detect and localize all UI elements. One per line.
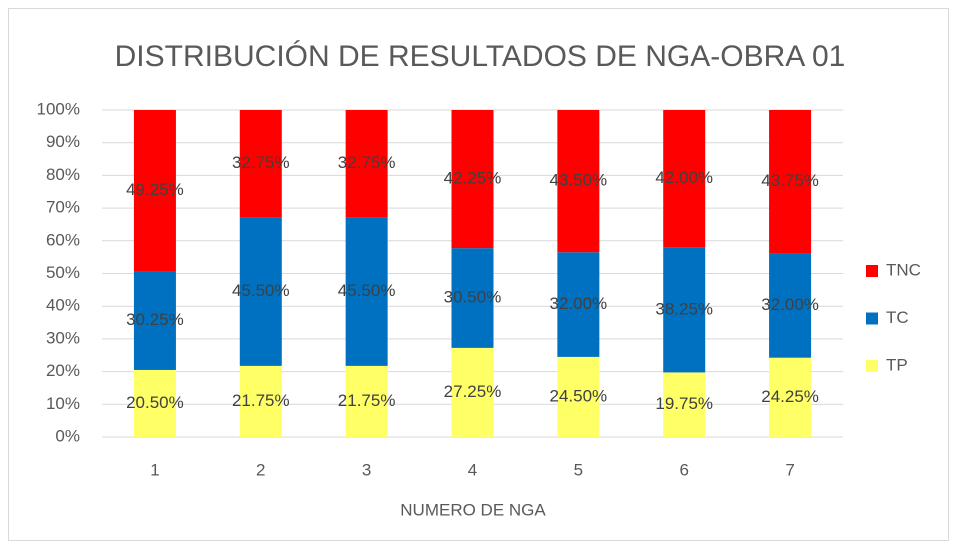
legend-label: TNC — [886, 260, 921, 279]
data-label: 27.25% — [444, 382, 502, 401]
y-tick-label: 80% — [46, 165, 80, 184]
bar-segment — [663, 247, 706, 373]
y-tick-label: 20% — [46, 361, 80, 380]
bar-segment — [557, 110, 600, 253]
data-label: 32.00% — [550, 294, 608, 313]
bar-segment — [345, 365, 388, 437]
y-tick-label: 40% — [46, 296, 80, 315]
data-label: 49.25% — [126, 180, 184, 199]
x-tick-label: 3 — [362, 460, 371, 479]
x-tick-label: 7 — [785, 460, 794, 479]
y-tick-label: 30% — [46, 328, 80, 347]
bar-segment — [133, 110, 176, 272]
data-label: 24.25% — [761, 387, 819, 406]
bar-segment — [345, 217, 388, 366]
data-label: 24.50% — [550, 386, 608, 405]
y-tick-label: 0% — [55, 426, 80, 445]
y-tick-label: 70% — [46, 198, 80, 217]
data-label: 20.50% — [126, 393, 184, 412]
x-axis-title: NUMERO DE NGA — [400, 500, 546, 519]
bar-segment — [345, 110, 388, 218]
y-tick-label: 10% — [46, 394, 80, 413]
bar-segment — [451, 110, 494, 249]
x-tick-label: 2 — [256, 460, 265, 479]
bar-segment — [769, 253, 812, 358]
data-label: 45.50% — [232, 281, 290, 300]
legend-label: TC — [886, 308, 909, 327]
bar-segment — [239, 365, 282, 437]
bar-segment — [663, 110, 706, 248]
legend-label: TP — [886, 355, 908, 374]
y-tick-label: 60% — [46, 230, 80, 249]
x-tick-label: 5 — [574, 460, 583, 479]
data-label: 21.75% — [232, 391, 290, 410]
x-tick-label: 4 — [468, 460, 477, 479]
data-label: 45.50% — [338, 281, 396, 300]
data-label: 19.75% — [655, 394, 713, 413]
data-label: 32.75% — [232, 153, 290, 172]
data-label: 32.75% — [338, 153, 396, 172]
y-tick-label: 90% — [46, 132, 80, 151]
bar-segment — [239, 217, 282, 366]
x-tick-label: 6 — [679, 460, 688, 479]
bar-segment — [557, 252, 600, 357]
data-label: 42.25% — [444, 169, 502, 188]
data-label: 30.50% — [444, 288, 502, 307]
bar-segment — [451, 248, 494, 348]
bar-segment — [133, 369, 176, 437]
data-label: 42.00% — [655, 168, 713, 187]
data-label: 32.00% — [761, 295, 819, 314]
legend-swatch — [866, 312, 878, 325]
bar-segment — [769, 357, 812, 437]
y-tick-label: 100% — [37, 99, 80, 118]
bar-segment — [451, 347, 494, 437]
bar-segment — [769, 110, 812, 254]
bar-segment — [557, 356, 600, 437]
chart-title: DISTRIBUCIÓN DE RESULTADOS DE NGA-OBRA 0… — [115, 40, 846, 73]
x-tick-label: 1 — [150, 460, 159, 479]
bar-segment — [663, 372, 706, 437]
bar-segment — [133, 271, 176, 370]
y-tick-label: 50% — [46, 263, 80, 282]
data-label: 21.75% — [338, 391, 396, 410]
legend-swatch — [866, 265, 878, 277]
data-label: 43.75% — [761, 171, 819, 190]
bar-segment — [239, 110, 282, 218]
data-label: 38.25% — [655, 299, 713, 318]
data-label: 43.50% — [550, 171, 608, 190]
legend-swatch — [866, 360, 878, 372]
data-label: 30.25% — [126, 310, 184, 329]
